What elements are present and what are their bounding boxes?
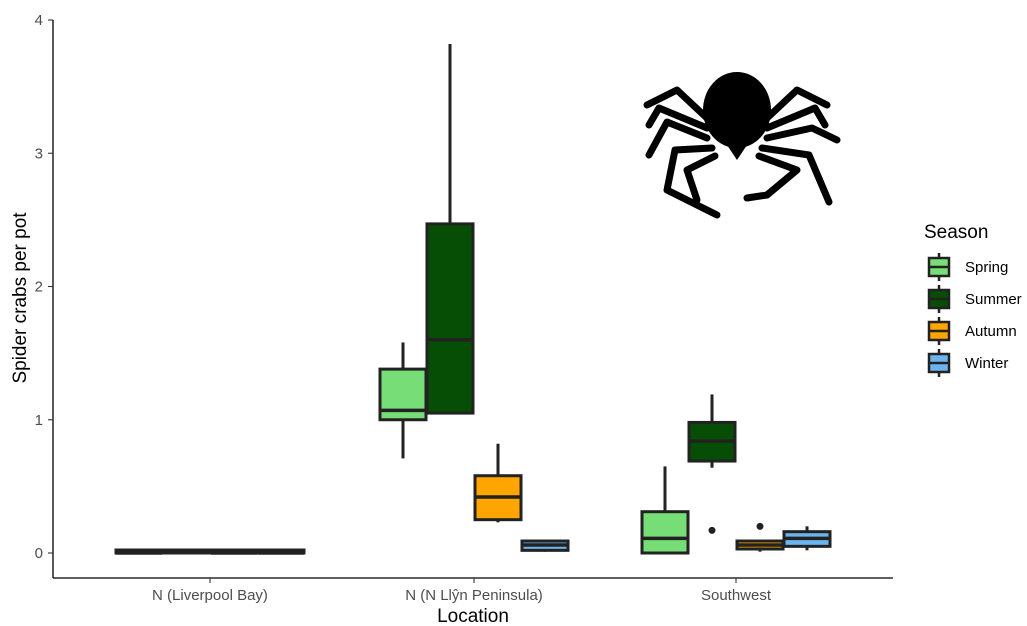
box-summer xyxy=(687,394,737,534)
y-tick-label: 3 xyxy=(35,145,43,162)
y-tick-label: 0 xyxy=(35,545,43,562)
legend-item-spring: Spring xyxy=(927,253,1008,281)
legend-item-summer: Summer xyxy=(927,285,1022,313)
box-winter xyxy=(782,526,832,551)
box-autumn xyxy=(209,548,259,555)
legend-item-winter: Winter xyxy=(927,349,1008,377)
legend-label: Winter xyxy=(965,355,1008,372)
box-spring xyxy=(114,548,164,555)
legend-label: Summer xyxy=(965,291,1022,308)
legend: Season Spring Summer Autumn Winter xyxy=(924,222,1022,377)
x-tick-label: N (Liverpool Bay) xyxy=(152,587,268,604)
box-rect xyxy=(640,510,690,555)
legend-label: Spring xyxy=(965,259,1008,276)
axes: 0 1 2 3 4 N (Liverpool Bay) N (N Llŷn Peninsul… xyxy=(10,12,1022,626)
outlier-point xyxy=(708,526,716,534)
legend-label: Autumn xyxy=(965,323,1017,340)
box-spring xyxy=(640,466,690,555)
box-spring xyxy=(378,342,428,459)
y-axis-title: Spider crabs per pot xyxy=(10,212,31,384)
x-axis-title: Location xyxy=(437,606,509,626)
x-tick-label: Southwest xyxy=(701,587,772,604)
spider-crab-icon xyxy=(643,72,841,219)
boxes xyxy=(114,43,832,555)
y-tick-label: 1 xyxy=(35,412,43,429)
box-rect xyxy=(425,222,475,415)
box-winter xyxy=(256,548,306,555)
box-winter xyxy=(520,539,570,552)
y-tick-label: 2 xyxy=(35,279,43,296)
legend-item-autumn: Autumn xyxy=(927,317,1017,345)
box-autumn xyxy=(735,522,785,552)
outlier-point xyxy=(756,522,764,530)
box-summer xyxy=(161,548,211,555)
box-summer xyxy=(425,43,475,415)
x-tick-label: N (N Llŷn Peninsula) xyxy=(405,587,543,604)
y-tick-label: 4 xyxy=(35,12,43,29)
legend-title: Season xyxy=(924,222,988,243)
box-autumn xyxy=(473,443,523,523)
